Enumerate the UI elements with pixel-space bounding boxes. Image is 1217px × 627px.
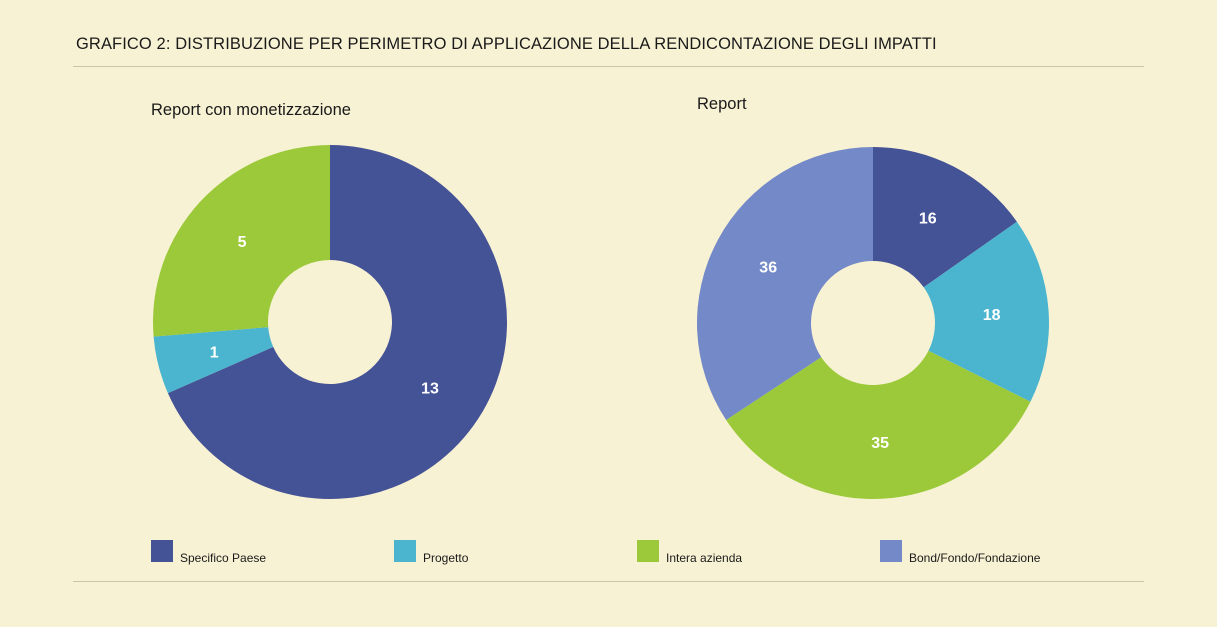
legend-label: Specifico Paese — [180, 551, 267, 565]
donut-chart-report: 16 18 35 36 — [697, 147, 1049, 499]
donut-slice-bond-fondo-fondazione — [697, 147, 873, 420]
chart-title: GRAFICO 2: DISTRIBUZIONE PER PERIMETRO D… — [76, 35, 937, 53]
donut-slice-progetto — [153, 327, 274, 394]
right-chart-title: Report — [697, 95, 747, 113]
legend-label: Progetto — [423, 551, 469, 565]
donut-chart-report-con-monetizzazione: 13 1 5 — [152, 145, 508, 499]
top-divider — [73, 66, 1144, 67]
slice-value-label: 18 — [983, 307, 1001, 324]
bottom-divider — [73, 581, 1144, 582]
legend-swatch-icon — [394, 540, 416, 562]
slice-value-label: 36 — [759, 260, 777, 277]
donut-slice-progetto — [923, 221, 1049, 402]
legend-swatch-icon — [880, 540, 902, 562]
legend-label: Intera azienda — [666, 551, 743, 565]
legend-label: Bond/Fondo/Fondazione — [909, 551, 1041, 565]
slice-value-label: 35 — [871, 435, 889, 452]
donut-slice-intera-azienda — [152, 145, 330, 337]
donut-slice-specifico-paese — [873, 147, 1017, 288]
slice-value-label: 5 — [238, 234, 247, 251]
legend-swatch-icon — [151, 540, 173, 562]
donut-slice-specifico-paese — [167, 145, 508, 499]
slice-value-label: 13 — [421, 380, 439, 397]
slice-value-label: 16 — [919, 210, 937, 227]
slice-value-label: 1 — [210, 344, 219, 361]
left-chart-title: Report con monetizzazione — [151, 101, 351, 119]
legend-swatch-icon — [637, 540, 659, 562]
donut-slice-intera-azienda — [726, 350, 1031, 499]
